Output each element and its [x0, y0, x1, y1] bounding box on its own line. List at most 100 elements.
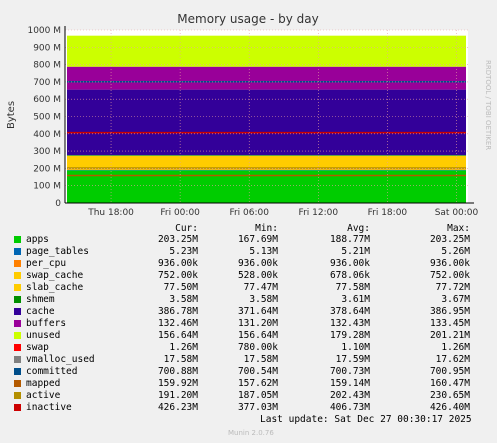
area-slab_cache [67, 155, 466, 170]
legend-value-avg: 77.58M [335, 282, 370, 293]
legend-value-cur: 700.88M [157, 366, 198, 377]
legend-value-max: 203.25M [429, 234, 470, 245]
legend-swatch [14, 248, 21, 255]
legend-value-min: 131.20M [237, 318, 278, 329]
legend-value-max: 752.00k [429, 270, 470, 281]
legend-row-swap_cache: swap_cache 752.00k 528.00k 678.06k 752.00k [14, 270, 494, 282]
legend-value-avg: 5.21M [341, 246, 370, 257]
legend-value-cur: 132.46M [157, 318, 198, 329]
x-tick-label: Thu 18:00 [87, 208, 134, 218]
legend-swatch [14, 308, 21, 315]
legend-swatch [14, 344, 21, 351]
legend-value-avg: 188.77M [329, 234, 370, 245]
legend-series-name: cache [26, 306, 55, 317]
legend-series-name: buffers [26, 318, 67, 329]
legend-value-min: 17.58M [243, 354, 278, 365]
legend-value-min: 528.00k [237, 270, 278, 281]
legend-value-cur: 17.58M [163, 354, 198, 365]
legend-row-swap: swap 1.26M 780.00k 1.10M 1.26M [14, 342, 494, 354]
legend-value-cur: 386.78M [157, 306, 198, 317]
last-update: Last update: Sat Dec 27 00:30:17 2025 [260, 414, 472, 425]
legend-value-min: 700.54M [237, 366, 278, 377]
legend-series-name: swap_cache [26, 270, 84, 281]
legend-series-name: active [26, 390, 61, 401]
area-page_tables [67, 169, 466, 171]
legend-value-cur: 1.26M [169, 342, 198, 353]
legend-value-min: 167.69M [237, 234, 278, 245]
legend-value-cur: 936.00k [157, 258, 198, 269]
legend-row-active: active 191.20M 187.05M 202.43M 230.65M [14, 390, 494, 402]
legend-swatch [14, 284, 21, 291]
legend-value-cur: 5.23M [169, 246, 198, 257]
y-tick-label: 600 M [33, 95, 61, 105]
legend-value-max: 230.65M [429, 390, 470, 401]
legend-value-cur: 3.58M [169, 294, 198, 305]
legend-swatch [14, 236, 21, 243]
legend-value-avg: 1.10M [341, 342, 370, 353]
legend-value-min: 187.05M [237, 390, 278, 401]
legend-value-avg: 378.64M [329, 306, 370, 317]
legend-swatch [14, 272, 21, 279]
legend-value-cur: 426.23M [157, 402, 198, 413]
legend-value-avg: 159.14M [329, 378, 370, 389]
legend-value-min: 5.13M [249, 246, 278, 257]
legend-series-name: slab_cache [26, 282, 84, 293]
legend-swatch [14, 320, 21, 327]
legend-value-min: 371.64M [237, 306, 278, 317]
y-tick-label: 0 [55, 199, 61, 209]
legend-series-name: swap [26, 342, 49, 353]
legend-row-cache: cache 386.78M 371.64M 378.64M 386.95M [14, 306, 494, 318]
x-tick-label: Fri 12:00 [299, 208, 339, 218]
x-tick-label: Fri 06:00 [229, 208, 269, 218]
area-shmem [67, 155, 466, 156]
legend-value-cur: 752.00k [157, 270, 198, 281]
legend-value-cur: 77.50M [163, 282, 198, 293]
legend-row-shmem: shmem 3.58M 3.58M 3.61M 3.67M [14, 294, 494, 306]
legend-series-name: per_cpu [26, 258, 67, 269]
legend-row-vmalloc_used: vmalloc_used 17.58M 17.58M 17.59M 17.62M [14, 354, 494, 366]
y-tick-label: 100 M [33, 182, 61, 192]
y-tick-label: 800 M [33, 61, 61, 71]
legend-value-max: 386.95M [429, 306, 470, 317]
legend-value-max: 201.21M [429, 330, 470, 341]
legend-value-max: 77.72M [435, 282, 470, 293]
legend-series-name: vmalloc_used [26, 354, 95, 365]
legend-value-min: 377.03M [237, 402, 278, 413]
legend-value-avg: 17.59M [335, 354, 370, 365]
legend-value-min: 157.62M [237, 378, 278, 389]
legend-value-min: 780.00k [237, 342, 278, 353]
legend-value-avg: 678.06k [329, 270, 370, 281]
y-tick-label: 900 M [33, 43, 61, 53]
legend-value-avg: 202.43M [329, 390, 370, 401]
legend-value-max: 5.26M [441, 246, 470, 257]
legend-value-max: 700.95M [429, 366, 470, 377]
legend-row-buffers: buffers 132.46M 131.20M 132.43M 133.45M [14, 318, 494, 330]
legend-swatch [14, 356, 21, 363]
legend-value-avg: 700.73M [329, 366, 370, 377]
legend-value-avg: 179.28M [329, 330, 370, 341]
x-tick-label: Fri 18:00 [368, 208, 408, 218]
legend-series-name: committed [26, 366, 78, 377]
legend-header-min: Min: [255, 223, 278, 234]
legend-value-max: 936.00k [429, 258, 470, 269]
y-tick-label: 500 M [33, 113, 61, 123]
legend-swatch [14, 368, 21, 375]
legend-value-avg: 936.00k [329, 258, 370, 269]
legend-value-avg: 3.61M [341, 294, 370, 305]
y-tick-label: 400 M [33, 130, 61, 140]
legend-series-name: shmem [26, 294, 55, 305]
legend-value-cur: 191.20M [157, 390, 198, 401]
legend-swatch [14, 296, 21, 303]
legend-row-mapped: mapped 159.92M 157.62M 159.14M 160.47M [14, 378, 494, 390]
legend-row-committed: committed 700.88M 700.54M 700.73M 700.95M [14, 366, 494, 378]
legend-value-max: 426.40M [429, 402, 470, 413]
area-swap_cache [67, 169, 466, 170]
legend-value-cur: 156.64M [157, 330, 198, 341]
legend-row-apps: apps 203.25M 167.69M 188.77M 203.25M [14, 234, 494, 246]
legend-row-inactive: inactive 426.23M 377.03M 406.73M 426.40M [14, 402, 494, 414]
chart-title: Memory usage - by day [177, 12, 318, 26]
legend-value-max: 17.62M [435, 354, 470, 365]
legend-value-cur: 159.92M [157, 378, 198, 389]
